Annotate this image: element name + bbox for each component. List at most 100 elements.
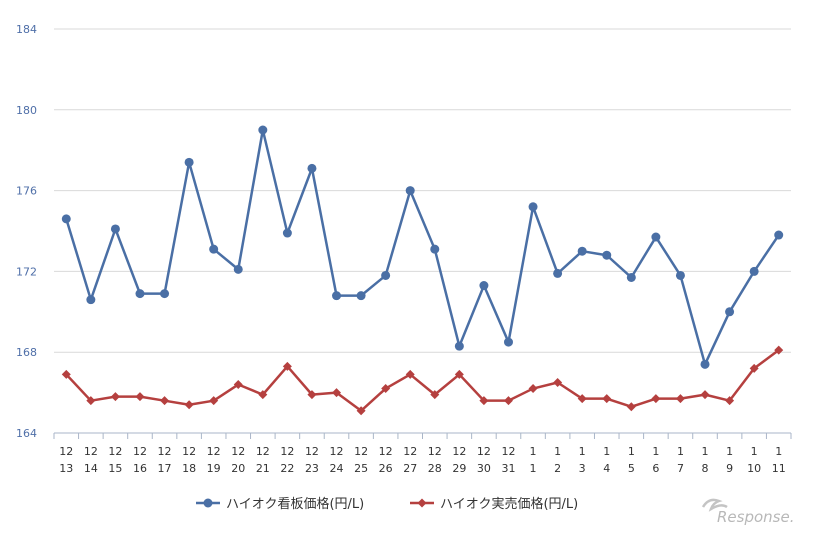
data-point (209, 244, 219, 254)
data-point (160, 396, 170, 406)
data-point (700, 390, 710, 400)
x-tick-label-month: 1 (702, 445, 709, 458)
x-tick-label-month: 12 (59, 445, 73, 458)
x-tick-label-day: 5 (628, 462, 635, 475)
data-point (626, 272, 636, 282)
x-tick-label-month: 12 (207, 445, 221, 458)
data-point (258, 390, 268, 400)
data-point (675, 270, 685, 280)
y-tick-label: 164 (16, 427, 37, 440)
x-tick-label-day: 30 (477, 462, 491, 475)
x-tick-label-day: 13 (59, 462, 73, 475)
legend-label-1: ハイオク看板価格(円/L) (226, 496, 364, 512)
watermark-text: Response. (717, 508, 794, 526)
data-point (553, 378, 563, 387)
x-tick-label-month: 12 (501, 445, 515, 458)
x-tick-label-month: 12 (108, 445, 122, 458)
data-point (356, 291, 366, 301)
x-tick-label-month: 1 (652, 445, 659, 458)
x-tick-label-month: 12 (133, 445, 147, 458)
data-point (184, 400, 194, 410)
data-point (233, 380, 243, 390)
data-point (110, 392, 120, 402)
data-point (675, 394, 685, 404)
data-point (381, 384, 391, 394)
x-tick-label-month: 12 (403, 445, 417, 458)
data-point (528, 202, 538, 212)
x-tick-label-day: 10 (747, 462, 761, 475)
data-point (61, 214, 71, 224)
x-tick-label-day: 23 (305, 462, 319, 475)
data-point (184, 157, 194, 167)
data-point (749, 266, 759, 276)
x-tick-label-day: 22 (280, 462, 294, 475)
x-tick-label-day: 6 (652, 462, 659, 475)
x-tick-label-month: 12 (182, 445, 196, 458)
data-point (774, 230, 784, 240)
x-tick-label-day: 8 (702, 462, 709, 475)
data-point (626, 402, 636, 412)
data-point (86, 396, 96, 406)
x-tick-label-day: 1 (530, 462, 537, 475)
grid-lines (54, 28, 791, 434)
data-point (479, 281, 489, 291)
legend-marker-diamond-icon (417, 498, 427, 508)
x-tick-label-day: 28 (428, 462, 442, 475)
data-point (503, 396, 513, 406)
x-tick-label-day: 4 (603, 462, 610, 475)
legend-marker-circle-icon (203, 498, 213, 508)
x-tick-label-day: 29 (452, 462, 466, 475)
data-point (282, 361, 292, 371)
x-tick-label-day: 20 (231, 462, 245, 475)
data-point (307, 163, 317, 173)
x-tick-label-month: 12 (477, 445, 491, 458)
x-tick-label-day: 19 (207, 462, 221, 475)
data-point (258, 125, 268, 135)
x-tick-label-month: 12 (330, 445, 344, 458)
data-point (454, 341, 464, 351)
x-tick-label-day: 11 (772, 462, 786, 475)
series-line-2 (65, 349, 780, 413)
x-tick-label-month: 12 (379, 445, 393, 458)
x-tick-label-day: 26 (379, 462, 393, 475)
legend-label-2: ハイオク実売価格(円/L) (440, 496, 578, 512)
x-tick-label-month: 1 (603, 445, 610, 458)
y-tick-label: 184 (16, 23, 37, 36)
data-point (86, 295, 96, 305)
data-point (700, 359, 710, 369)
x-tick-label-day: 3 (579, 462, 586, 475)
x-tick-label-month: 1 (530, 445, 537, 458)
x-tick-label-day: 27 (403, 462, 417, 475)
x-tick-label-month: 1 (554, 445, 561, 458)
data-point (725, 307, 735, 317)
data-point (454, 369, 464, 379)
data-point (430, 244, 440, 254)
data-point (160, 289, 170, 299)
data-point (553, 268, 563, 278)
x-tick-label-month: 12 (158, 445, 172, 458)
x-tick-label-day: 18 (182, 462, 196, 475)
data-point (61, 369, 71, 379)
x-tick-label-day: 24 (330, 462, 344, 475)
x-tick-label-day: 14 (84, 462, 98, 475)
data-point (479, 396, 489, 406)
series-line-1 (65, 128, 780, 366)
x-tick-label-month: 12 (354, 445, 368, 458)
x-tick-label-month: 12 (231, 445, 245, 458)
data-point (209, 396, 219, 406)
x-tick-label-day: 31 (501, 462, 515, 475)
data-point (356, 406, 366, 416)
x-axis: 1213121412151216121712181219122012211222… (53, 432, 792, 475)
data-point (307, 390, 317, 400)
x-tick-label-day: 9 (726, 462, 733, 475)
data-point (381, 270, 391, 280)
data-point (332, 388, 342, 398)
data-point (651, 394, 661, 404)
data-point (110, 224, 120, 234)
data-point (233, 264, 243, 274)
data-point (749, 363, 759, 373)
legend: ハイオク看板価格(円/L) ハイオク実売価格(円/L) (196, 496, 578, 512)
x-tick-label-month: 1 (751, 445, 758, 458)
x-tick-label-day: 16 (133, 462, 147, 475)
